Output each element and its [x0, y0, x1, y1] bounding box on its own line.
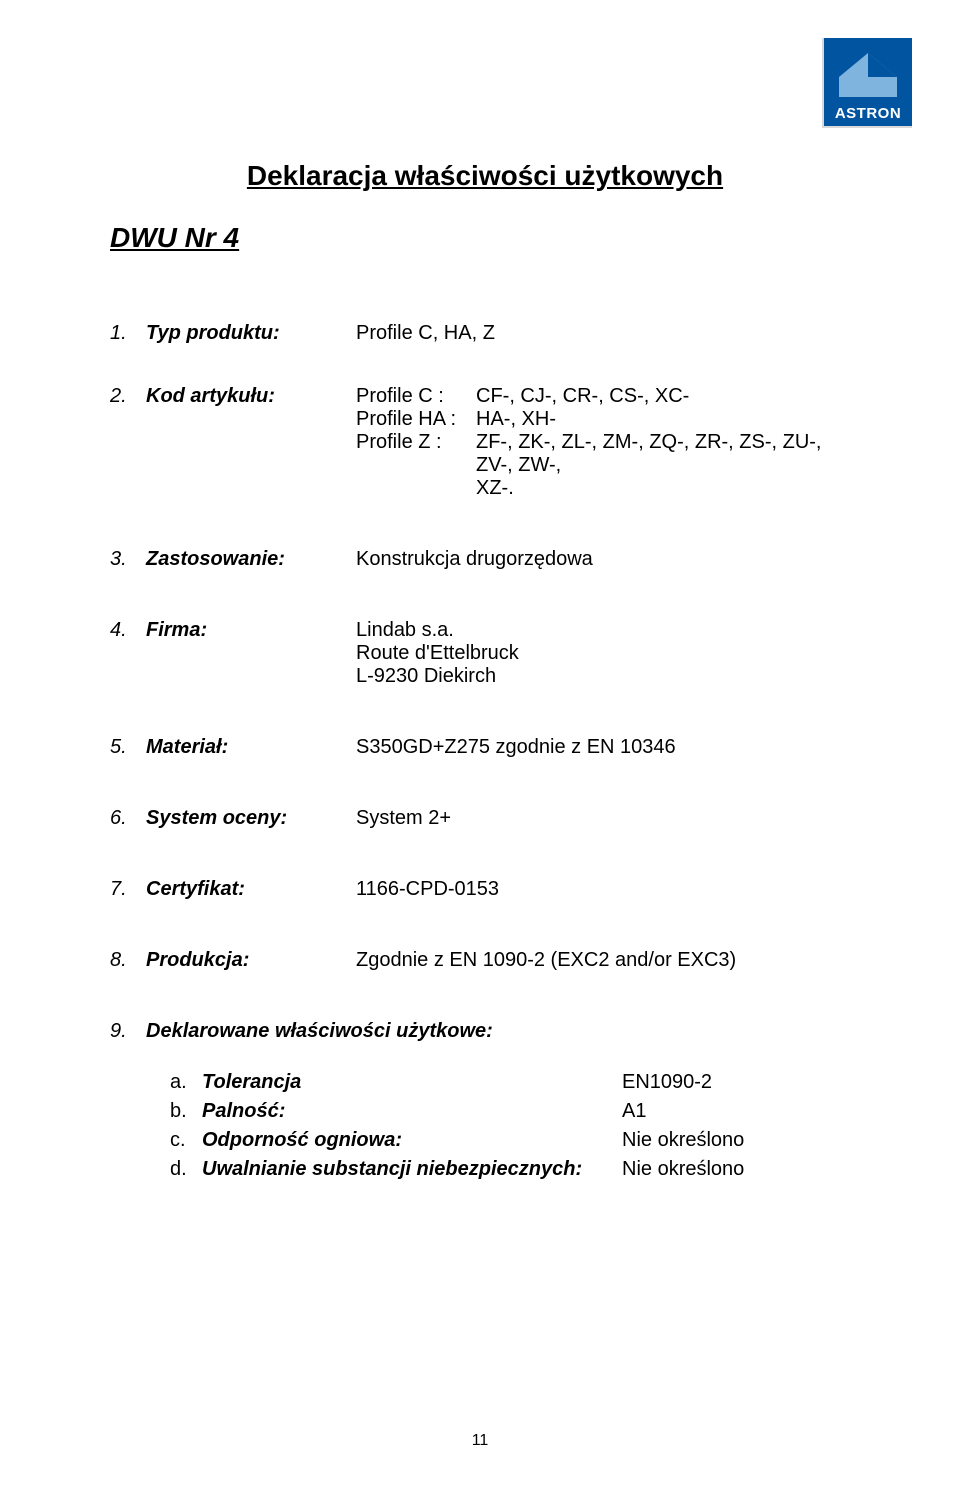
document-page: ASTRON Deklaracja właściwości użytkowych…: [0, 0, 960, 1488]
profile-z-val-cont: XZ-.: [356, 477, 860, 500]
firma-line1: Lindab s.a.: [356, 619, 860, 642]
section-value: Konstrukcja drugorzędowa: [356, 548, 860, 571]
section-value: Profile C, HA, Z: [356, 322, 860, 345]
section-material: 5. Materiał: S350GD+Z275 zgodnie z EN 10…: [110, 736, 860, 759]
decl-row-a: a. Tolerancja EN1090-2: [170, 1071, 860, 1094]
profile-ha-key: Profile HA :: [356, 408, 476, 431]
section-zastosowanie: 3. Zastosowanie: Konstrukcja drugorzędow…: [110, 548, 860, 571]
firma-line2: Route d'Ettelbruck: [356, 642, 860, 665]
decl-label: Uwalnianie substancji niebezpiecznych:: [202, 1158, 622, 1181]
section-label: Produkcja:: [146, 949, 356, 972]
decl-row-d: d. Uwalnianie substancji niebezpiecznych…: [170, 1158, 860, 1181]
logo-shape-icon: [837, 51, 899, 99]
section-value: Zgodnie z EN 1090-2 (EXC2 and/or EXC3): [356, 949, 860, 972]
decl-row-c: c. Odporność ogniowa: Nie określono: [170, 1129, 860, 1152]
section-label: Materiał:: [146, 736, 356, 759]
profile-z-key: Profile Z :: [356, 431, 476, 477]
section-number: 8.: [110, 949, 146, 972]
logo-brand-text: ASTRON: [835, 105, 901, 122]
section-label: System oceny:: [146, 807, 356, 830]
decl-letter: d.: [170, 1158, 202, 1181]
decl-letter: c.: [170, 1129, 202, 1152]
section-firma: 4. Firma: Lindab s.a. Route d'Ettelbruck…: [110, 619, 860, 688]
section-label: Typ produktu:: [146, 322, 356, 345]
section-label: Firma:: [146, 619, 356, 688]
section-number: 1.: [110, 322, 146, 345]
section-number: 2.: [110, 385, 146, 500]
section-number: 3.: [110, 548, 146, 571]
section-number: 6.: [110, 807, 146, 830]
page-title: Deklaracja właściwości użytkowych: [110, 160, 860, 192]
profile-c-key: Profile C :: [356, 385, 476, 408]
section-kod-artykulu: 2. Kod artykułu: Profile C :CF-, CJ-, CR…: [110, 385, 860, 500]
section-value: Profile C :CF-, CJ-, CR-, CS-, XC- Profi…: [356, 385, 860, 500]
decl-label: Palność:: [202, 1100, 622, 1123]
section-label: Zastosowanie:: [146, 548, 356, 571]
brand-logo: ASTRON: [822, 38, 912, 128]
section-certyfikat: 7. Certyfikat: 1166-CPD-0153: [110, 878, 860, 901]
section-number: 4.: [110, 619, 146, 688]
profile-ha-val: HA-, XH-: [476, 408, 860, 431]
section-produkcja: 8. Produkcja: Zgodnie z EN 1090-2 (EXC2 …: [110, 949, 860, 972]
section-label: Deklarowane właściwości użytkowe:: [146, 1020, 493, 1043]
section-value: System 2+: [356, 807, 860, 830]
section-system-oceny: 6. System oceny: System 2+: [110, 807, 860, 830]
section-value: 1166-CPD-0153: [356, 878, 860, 901]
profile-c-val: CF-, CJ-, CR-, CS-, XC-: [476, 385, 860, 408]
decl-letter: a.: [170, 1071, 202, 1094]
section-label: Certyfikat:: [146, 878, 356, 901]
section-number: 5.: [110, 736, 146, 759]
label-text: System oceny:: [146, 807, 287, 829]
page-number: 11: [0, 1432, 960, 1450]
section-label: Kod artykułu:: [146, 385, 356, 500]
profile-z-val: ZF-, ZK-, ZL-, ZM-, ZQ-, ZR-, ZS-, ZU-, …: [476, 431, 860, 477]
section-number: 7.: [110, 878, 146, 901]
decl-value: EN1090-2: [622, 1071, 860, 1094]
section-deklarowane: 9. Deklarowane właściwości użytkowe:: [110, 1020, 860, 1043]
section-value: Lindab s.a. Route d'Ettelbruck L-9230 Di…: [356, 619, 860, 688]
section-number: 9.: [110, 1020, 146, 1043]
decl-label: Tolerancja: [202, 1071, 622, 1094]
decl-value: Nie określono: [622, 1129, 860, 1152]
section-typ-produktu: 1. Typ produktu: Profile C, HA, Z: [110, 322, 860, 345]
decl-label: Odporność ogniowa:: [202, 1129, 622, 1152]
declaration-list: a. Tolerancja EN1090-2 b. Palność: A1 c.…: [110, 1071, 860, 1181]
decl-value: Nie określono: [622, 1158, 860, 1181]
section-value: S350GD+Z275 zgodnie z EN 10346: [356, 736, 860, 759]
decl-letter: b.: [170, 1100, 202, 1123]
decl-value: A1: [622, 1100, 860, 1123]
dwu-number: DWU Nr 4: [110, 222, 860, 254]
firma-line3: L-9230 Diekirch: [356, 665, 860, 688]
decl-row-b: b. Palność: A1: [170, 1100, 860, 1123]
